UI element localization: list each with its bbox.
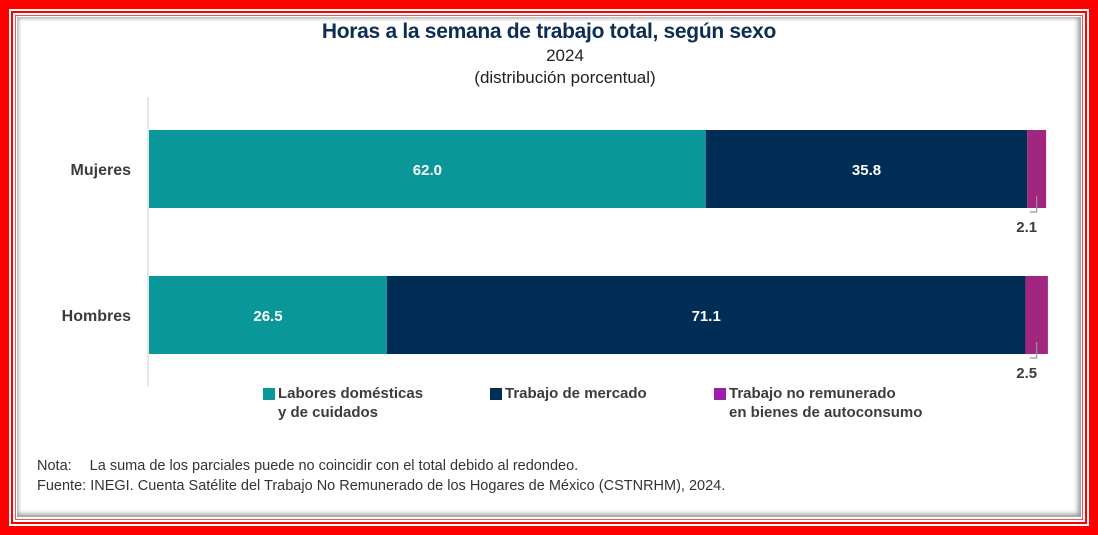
legend-item: Trabajo no remunerado en bienes de autoco…: [714, 384, 923, 422]
chart-title: Horas a la semana de trabajo total, segú…: [321, 20, 777, 43]
legend-label: Labores domésticas: [278, 385, 424, 402]
data-label: 2.1: [1016, 219, 1037, 236]
bar-segment: [149, 130, 706, 208]
data-label: 26.5: [253, 308, 282, 325]
category-label: Hombres: [62, 308, 131, 325]
source-label: Fuente:: [37, 478, 87, 494]
source-text: INEGI. Cuenta Satélite del Trabajo No Re…: [90, 478, 726, 494]
category-label: Mujeres: [71, 162, 132, 179]
leader-line: [1029, 196, 1038, 213]
outer-frame: [9, 9, 1089, 526]
chart-unit-note: (distribución porcentual): [474, 68, 656, 87]
bar-segment: [705, 130, 1028, 208]
legend-label: y de cuidados: [278, 404, 379, 421]
leader-line: [1029, 342, 1038, 359]
legend-item: Trabajo de mercado: [490, 384, 647, 403]
chart-panel: [17, 17, 1081, 517]
note-label: Nota:: [37, 458, 72, 474]
bar-segment: [386, 276, 1026, 354]
bar-segment: [149, 276, 387, 354]
data-label: 71.1: [692, 308, 721, 325]
bar-segment: [1027, 130, 1047, 208]
chart-subtitle: 2024: [546, 46, 584, 65]
legend-label: Trabajo de mercado: [505, 385, 647, 402]
note-text: La suma de los parciales puede no coinci…: [89, 458, 579, 474]
legend-swatch: [263, 388, 275, 400]
legend-swatch: [714, 388, 726, 400]
data-label: 2.5: [1016, 365, 1037, 382]
data-label: 62.0: [413, 162, 442, 179]
bar-segment: [1025, 276, 1048, 354]
legend-item: Labores domésticas y de cuidados: [263, 384, 424, 422]
legend-swatch: [490, 388, 502, 400]
note-line: Nota: La suma de los parciales puede no c…: [37, 458, 578, 474]
source-line: Fuente: INEGI. Cuenta Satélite del Traba…: [37, 478, 725, 494]
legend-label: Trabajo no remunerado: [729, 385, 896, 402]
data-label: 35.8: [852, 162, 881, 179]
legend-label: en bienes de autoconsumo: [729, 404, 923, 421]
